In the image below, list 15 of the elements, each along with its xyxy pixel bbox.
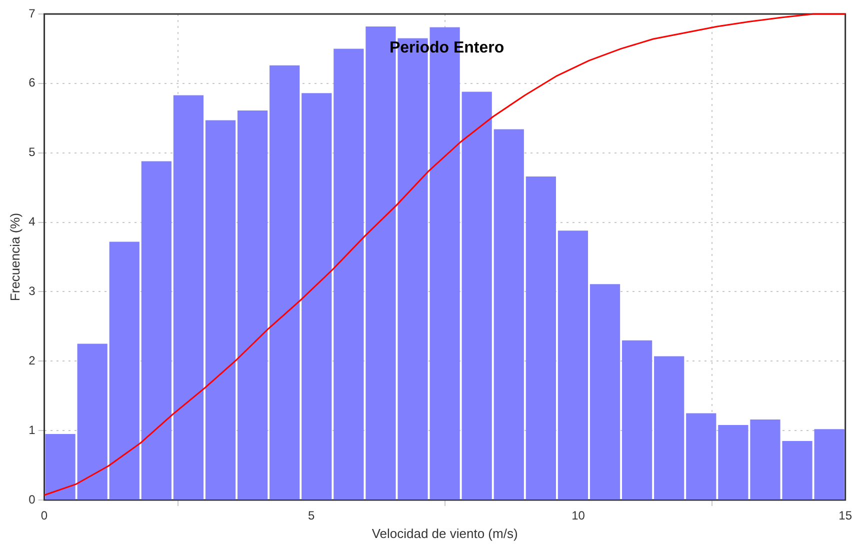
- y-tick-label: 4: [28, 214, 36, 229]
- y-tick-label: 0: [28, 492, 36, 506]
- y-tick-label: 6: [28, 76, 36, 90]
- x-tick-label: 10: [572, 508, 586, 523]
- y-axis-title: Frecuencia (%): [7, 212, 22, 302]
- x-tick-label: 5: [308, 508, 315, 523]
- y-tick-label: 1: [28, 422, 36, 437]
- text: Periodo Entero: [389, 39, 504, 56]
- y-tick-label: 3: [28, 284, 36, 298]
- x-tick-label: 0: [40, 508, 48, 523]
- y-tick-label: 7: [28, 6, 36, 20]
- x-axis-title: Velocidad de viento (m/s): [372, 526, 518, 541]
- y-tick-label: 2: [28, 353, 36, 368]
- x-tick-label: 15: [838, 508, 852, 523]
- y-tick-label: 5: [28, 145, 36, 160]
